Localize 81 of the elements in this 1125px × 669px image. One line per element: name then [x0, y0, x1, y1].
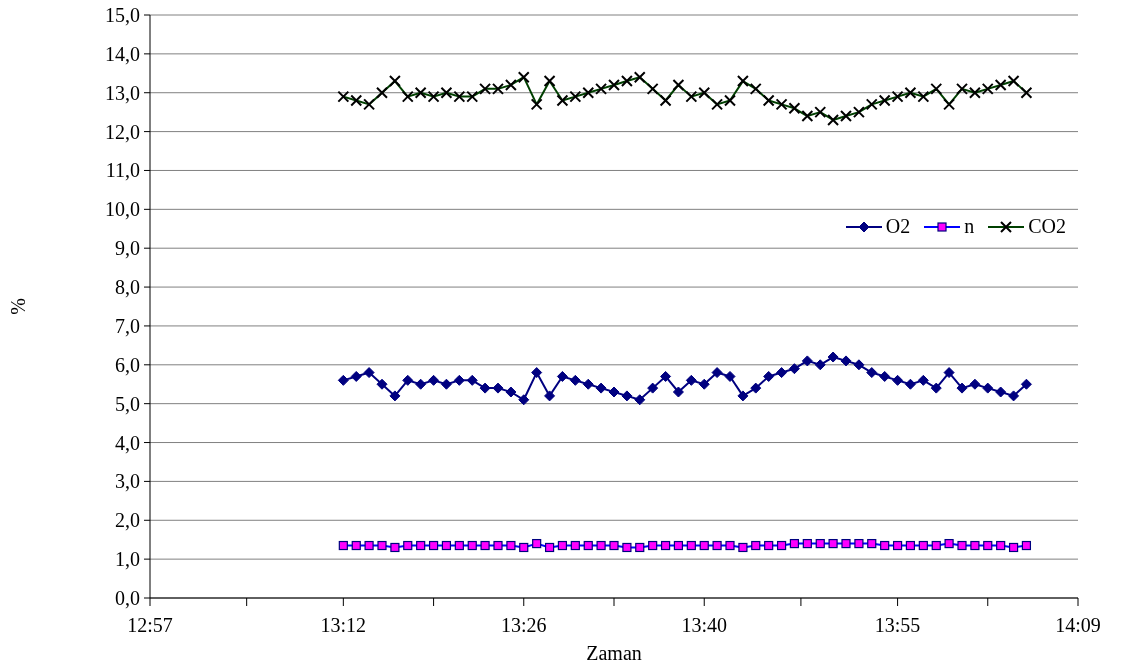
- point: [479, 382, 491, 394]
- point: [737, 390, 749, 402]
- point: [660, 370, 672, 382]
- point: [879, 370, 891, 382]
- point: [505, 386, 517, 398]
- y-tick-label: 14,0: [105, 42, 140, 65]
- point: [556, 370, 568, 382]
- y-tick-label: 0,0: [115, 587, 140, 609]
- y-tick-label: 10,0: [105, 198, 140, 221]
- point: [750, 382, 762, 394]
- point: [698, 378, 710, 390]
- point: [1008, 390, 1020, 402]
- legend-label: CO2: [1028, 215, 1066, 238]
- y-tick-label: 12,0: [105, 120, 140, 143]
- point: [492, 382, 504, 394]
- point: [672, 386, 684, 398]
- point: [621, 390, 633, 402]
- point: [531, 367, 543, 379]
- point: [1020, 378, 1032, 390]
- point: [363, 367, 375, 379]
- point: [776, 367, 788, 379]
- point: [814, 359, 826, 371]
- y-tick-label: 4,0: [115, 431, 140, 454]
- point: [956, 382, 968, 394]
- legend-label: n: [964, 215, 975, 238]
- point: [350, 370, 362, 382]
- point: [453, 374, 465, 386]
- point: [904, 378, 916, 390]
- point: [428, 374, 440, 386]
- point: [569, 374, 581, 386]
- y-tick-label: 11,0: [105, 159, 140, 182]
- point: [969, 378, 981, 390]
- point: [685, 374, 697, 386]
- point: [608, 386, 620, 398]
- point: [389, 390, 401, 402]
- point: [440, 378, 452, 390]
- point: [801, 355, 813, 367]
- y-tick-label: 1,0: [115, 548, 140, 571]
- point: [544, 390, 556, 402]
- x-tick-label: 13:12: [320, 614, 367, 636]
- y-tick-label: 7,0: [115, 314, 140, 337]
- point: [402, 374, 414, 386]
- point: [337, 374, 349, 386]
- x-tick-label: 12:57: [127, 614, 173, 636]
- x-axis-title: Zaman: [586, 642, 642, 664]
- legend-label: O2: [885, 215, 911, 238]
- x-tick-label: 14:09: [1055, 614, 1101, 636]
- y-tick-label: 8,0: [115, 276, 140, 299]
- x-tick-label: 13:40: [681, 614, 728, 636]
- point: [466, 374, 478, 386]
- point: [788, 363, 800, 375]
- y-tick-label: 2,0: [115, 509, 140, 532]
- point: [827, 351, 839, 363]
- point: [518, 394, 530, 406]
- point: [853, 359, 865, 371]
- point: [866, 367, 878, 379]
- point: [415, 378, 427, 390]
- point: [917, 374, 929, 386]
- point: [711, 367, 723, 379]
- y-tick-label: 5,0: [115, 392, 140, 415]
- y-axis-title: %: [7, 298, 30, 315]
- point: [892, 374, 904, 386]
- y-tick-label: 3,0: [115, 470, 140, 493]
- point: [763, 370, 775, 382]
- point: [930, 382, 942, 394]
- point: [982, 382, 994, 394]
- y-tick-label: 13,0: [105, 81, 140, 104]
- y-tick-label: 9,0: [115, 237, 140, 260]
- point: [840, 355, 852, 367]
- y-tick-label: 15,0: [105, 4, 140, 26]
- y-tick-label: 6,0: [115, 353, 140, 376]
- point: [647, 382, 659, 394]
- point: [724, 370, 736, 382]
- point: [582, 378, 594, 390]
- point: [595, 382, 607, 394]
- point: [634, 394, 646, 406]
- x-tick-label: 13:26: [500, 614, 547, 636]
- point: [943, 367, 955, 379]
- x-tick-label: 13:55: [874, 614, 921, 636]
- point: [995, 386, 1007, 398]
- point: [376, 378, 388, 390]
